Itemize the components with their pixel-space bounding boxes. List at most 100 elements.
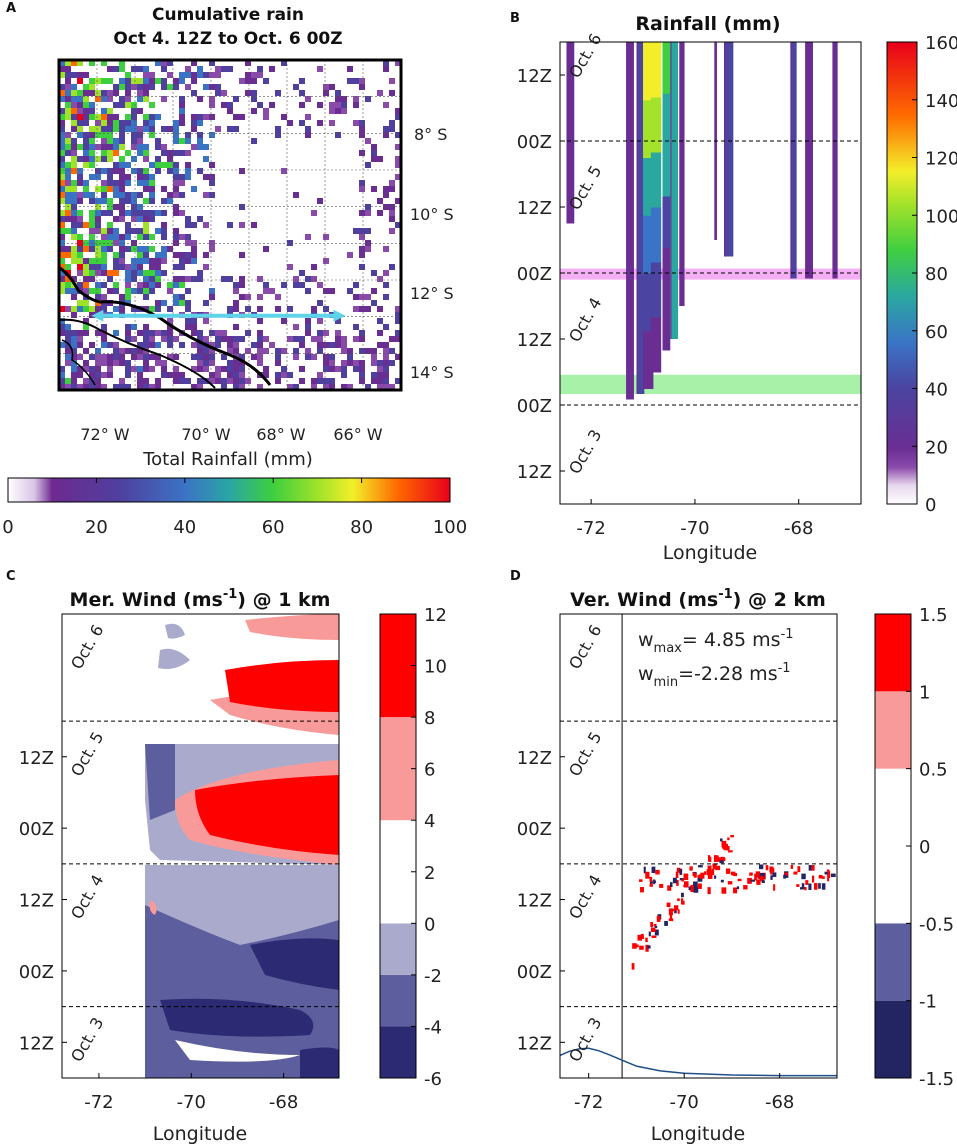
rain-map-cell bbox=[287, 240, 293, 246]
rain-map-cell bbox=[131, 324, 137, 330]
rain-map-cell bbox=[137, 348, 143, 354]
rain-map-cell bbox=[383, 192, 389, 198]
hovmoller-b-rain-streak-segment bbox=[662, 144, 671, 197]
rain-map-cell bbox=[317, 378, 323, 384]
rain-map-cell bbox=[203, 114, 209, 120]
rain-map-cell bbox=[89, 216, 95, 222]
rain-map-cell bbox=[263, 246, 269, 252]
rain-map-cell bbox=[77, 330, 83, 336]
hovmoller-b-title: Rainfall (mm) bbox=[635, 13, 780, 35]
hovmoller-d-colorbar-tick-label: 0 bbox=[919, 837, 930, 858]
lon-tick-66w: 66° W bbox=[333, 425, 382, 444]
rain-map-cell bbox=[359, 234, 365, 240]
hovmoller-d-colorbar-band bbox=[875, 768, 911, 924]
rain-map-cell bbox=[77, 366, 83, 372]
rain-map-cell bbox=[353, 306, 359, 312]
rain-map-cell bbox=[371, 186, 377, 192]
rain-map-cell bbox=[173, 138, 179, 144]
rain-map-cell bbox=[281, 168, 287, 174]
rain-map-cell bbox=[149, 174, 155, 180]
c-region-neg-strong-1 bbox=[160, 998, 314, 1037]
rain-map-cell bbox=[389, 264, 395, 270]
rain-map-cell bbox=[101, 294, 107, 300]
rain-map-cell bbox=[185, 288, 191, 294]
rain-map-cell bbox=[71, 342, 77, 348]
rain-map-cell bbox=[71, 144, 77, 150]
rain-map-cell bbox=[395, 312, 401, 318]
rain-map-cell bbox=[377, 156, 383, 162]
rain-map-cell bbox=[395, 156, 401, 162]
rain-map-cell bbox=[83, 378, 89, 384]
hovmoller-d-wind-speck bbox=[720, 857, 726, 862]
rain-map-cell bbox=[317, 282, 323, 288]
rain-map-cell bbox=[203, 354, 209, 360]
rain-map-cell bbox=[107, 270, 113, 276]
rain-map-cell bbox=[383, 246, 389, 252]
rain-map-cell bbox=[371, 372, 377, 378]
rain-map-cell bbox=[395, 162, 401, 168]
rain-map-cell bbox=[101, 108, 107, 114]
rain-map-cell bbox=[167, 372, 173, 378]
rain-map-cell bbox=[65, 288, 71, 294]
rain-map-cell bbox=[65, 132, 71, 138]
rain-map-cell bbox=[83, 114, 89, 120]
hovmoller-d-colorbar-tick-label: 1.5 bbox=[919, 605, 948, 626]
rain-map-cell bbox=[83, 72, 89, 78]
rain-map-cell bbox=[179, 120, 185, 126]
rain-map-cell bbox=[137, 270, 143, 276]
rain-map-cell bbox=[359, 252, 365, 258]
rain-map-cell bbox=[95, 258, 101, 264]
rain-map-cell bbox=[191, 90, 197, 96]
rain-map-cell bbox=[335, 132, 341, 138]
panel-label-b: B bbox=[510, 11, 520, 26]
rain-map-cell bbox=[149, 72, 155, 78]
rain-map-cell bbox=[143, 78, 149, 84]
rain-map-cell bbox=[155, 306, 161, 312]
rain-map-cell bbox=[305, 126, 311, 132]
rain-map-cell bbox=[179, 114, 185, 120]
rain-map-cell bbox=[131, 210, 137, 216]
hovmoller-d-colorbar-band bbox=[875, 923, 911, 1001]
rain-map-cell bbox=[167, 246, 173, 252]
rain-map-cell bbox=[77, 114, 83, 120]
hovmoller-d-wind-speck bbox=[683, 884, 688, 887]
hovmoller-d-wind-speck bbox=[698, 865, 703, 868]
rain-map-cell bbox=[71, 372, 77, 378]
rain-map-cell bbox=[359, 378, 365, 384]
rain-map-cell bbox=[251, 90, 257, 96]
c-region-pos-strong-oct6 bbox=[225, 660, 339, 712]
rain-map-cell bbox=[89, 246, 95, 252]
rain-map-cell bbox=[383, 360, 389, 366]
rain-map-cell bbox=[173, 336, 179, 342]
rain-map-cell bbox=[155, 360, 161, 366]
rain-map-cell bbox=[131, 144, 137, 150]
c-region-neg-patch-2 bbox=[165, 623, 185, 639]
hovmoller-d-wind-speck bbox=[675, 871, 679, 878]
hovmoller-b-rain-streak-segment bbox=[650, 317, 662, 373]
rain-map-cell bbox=[59, 288, 65, 294]
rain-map-cell bbox=[359, 84, 365, 90]
rain-map-cell bbox=[131, 114, 137, 120]
rain-map-cell bbox=[95, 120, 101, 126]
rain-map-cell bbox=[89, 270, 95, 276]
rain-map-cell bbox=[125, 96, 131, 102]
rain-map-cell bbox=[365, 240, 371, 246]
rain-map-cell bbox=[233, 372, 239, 378]
rain-map-cell bbox=[383, 66, 389, 72]
rain-map-cell bbox=[107, 372, 113, 378]
rain-map-cell bbox=[59, 114, 65, 120]
rain-map-cell bbox=[71, 120, 77, 126]
rain-map-cell bbox=[209, 342, 215, 348]
rain-map-cell bbox=[71, 114, 77, 120]
rain-map-cell bbox=[65, 306, 71, 312]
map-title-line1: Cumulative rain bbox=[152, 5, 304, 25]
rain-map-cell bbox=[245, 78, 251, 84]
rain-map-cell bbox=[137, 288, 143, 294]
rain-map-cell bbox=[245, 378, 251, 384]
hovmoller-d-wind-speck bbox=[743, 885, 748, 890]
hovmoller-b-highlight-bands bbox=[560, 268, 861, 394]
rain-map-cell bbox=[125, 366, 131, 372]
hovmoller-d-wind-speck bbox=[760, 876, 764, 882]
rain-map-cell bbox=[191, 60, 197, 66]
rain-map-cell bbox=[203, 360, 209, 366]
